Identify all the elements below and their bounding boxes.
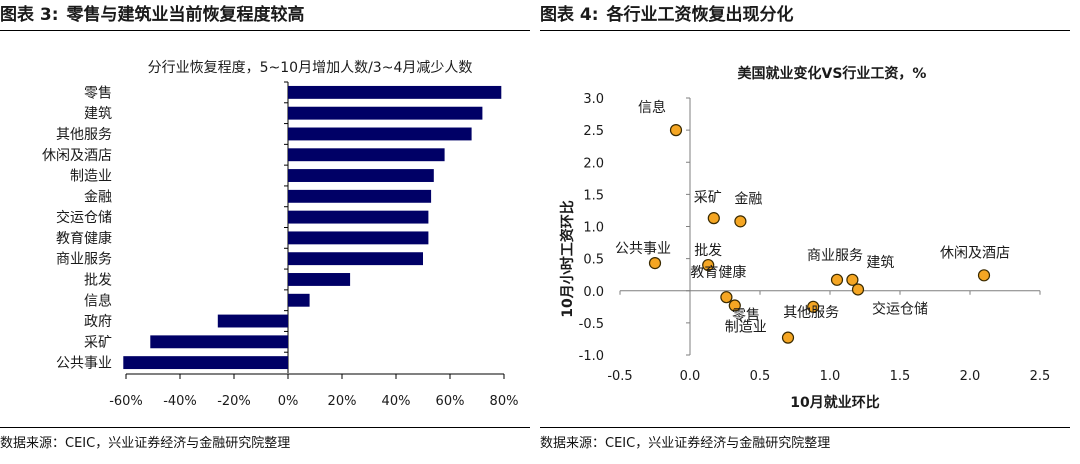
scatter-y-tick-label: 0.5 bbox=[583, 253, 604, 268]
scatter-point-零售 bbox=[781, 331, 795, 344]
scatter-point-label: 其他服务 bbox=[783, 305, 839, 321]
scatter-point-信息 bbox=[669, 124, 683, 137]
bar-x-tick-label: -40% bbox=[163, 394, 197, 409]
bar-category-label: 批发 bbox=[84, 272, 112, 288]
scatter-y-tick-label: 2.5 bbox=[583, 124, 604, 139]
scatter-point-label: 批发 bbox=[694, 243, 722, 259]
bar-建筑 bbox=[288, 106, 483, 120]
bar-信息 bbox=[288, 293, 310, 307]
scatter-point-教育健康 bbox=[720, 291, 733, 304]
scatter-x-tick-label: 2.5 bbox=[1030, 369, 1051, 384]
bar-x-tick-label: -60% bbox=[109, 394, 143, 409]
scatter-x-tick-label: 1.5 bbox=[890, 369, 911, 384]
scatter-y-tick-label: -1.0 bbox=[579, 349, 604, 364]
right-figure-title-text: 各行业工资恢复出现分化 bbox=[606, 5, 794, 25]
bar-chart-title: 分行业恢复程度，5~10月增加人数/3~4月减少人数 bbox=[148, 59, 473, 76]
scatter-point-交运仓储 bbox=[851, 283, 865, 296]
scatter-x-tick-label: 2.0 bbox=[960, 369, 981, 384]
scatter-y-axis-label: 10月小时工资环比 bbox=[559, 200, 576, 317]
scatter-y-tick-label: 0.0 bbox=[583, 285, 604, 300]
bar-批发 bbox=[288, 273, 351, 286]
scatter-point-金融 bbox=[734, 215, 747, 228]
bar-category-label: 公共事业 bbox=[56, 356, 112, 372]
scatter-y-tick-label: 1.5 bbox=[583, 188, 604, 203]
scatter-point-label: 零售 bbox=[732, 308, 760, 324]
scatter-chart: 美国就业变化VS行业工资，% 10月就业环比 10月小时工资环比 -0.5 0.0… bbox=[559, 65, 1051, 411]
bar-制造业 bbox=[288, 169, 434, 182]
bar-交运仓储 bbox=[288, 210, 429, 224]
bar-category-label: 其他服务 bbox=[56, 127, 112, 143]
scatter-x-tick-label: -0.5 bbox=[607, 369, 632, 384]
bar-category-label: 信息 bbox=[84, 292, 112, 309]
scatter-point-label: 信息 bbox=[638, 99, 666, 116]
bar-采矿 bbox=[150, 335, 288, 349]
scatter-chart-title: 美国就业变化VS行业工资，% bbox=[738, 65, 927, 82]
scatter-point-休闲及酒店 bbox=[977, 269, 991, 282]
scatter-y-tick-label: 2.0 bbox=[583, 156, 604, 171]
bar-x-tick-label: 40% bbox=[382, 394, 411, 409]
bar-category-label: 交运仓储 bbox=[56, 209, 112, 226]
scatter-y-tick-label: 1.0 bbox=[583, 221, 604, 236]
scatter-point-label: 教育健康 bbox=[690, 264, 746, 281]
left-figure: 图表 3: 零售与建筑业当前恢复程度较高 分行业恢复程度，5~10月增加人数/3~… bbox=[0, 0, 530, 464]
scatter-point-label: 建筑 bbox=[866, 255, 894, 271]
left-figure-title-text: 零售与建筑业当前恢复程度较高 bbox=[66, 5, 305, 25]
bar-category-label: 教育健康 bbox=[56, 230, 112, 247]
scatter-point-label: 休闲及酒店 bbox=[940, 245, 1010, 261]
scatter-y-tick-label: 3.0 bbox=[583, 92, 604, 107]
scatter-point-批发 bbox=[702, 258, 715, 272]
scatter-point-label: 制造业 bbox=[725, 320, 767, 336]
scatter-point-公共事业 bbox=[648, 257, 662, 270]
bar-政府 bbox=[217, 314, 288, 328]
scatter-point-采矿 bbox=[707, 212, 720, 225]
bar-商业服务 bbox=[288, 252, 423, 266]
bar-category-label: 政府 bbox=[84, 314, 112, 330]
bar-category-label: 建筑 bbox=[84, 106, 112, 122]
bar-category-label: 休闲及酒店 bbox=[42, 148, 112, 164]
bar-category-label: 金融 bbox=[84, 189, 112, 205]
scatter-point-label: 商业服务 bbox=[807, 248, 863, 264]
bar-category-label: 制造业 bbox=[70, 169, 112, 185]
bar-x-tick-label: 0% bbox=[278, 394, 299, 409]
bar-x-tick-label: 60% bbox=[436, 394, 465, 409]
scatter-x-tick-label: 1.0 bbox=[820, 369, 841, 384]
right-figure: 图表 4: 各行业工资恢复出现分化 美国就业变化VS行业工资，% 10月就业环比 … bbox=[540, 0, 1070, 464]
scatter-point-制造业 bbox=[728, 299, 741, 312]
scatter-point-label: 采矿 bbox=[694, 190, 722, 206]
bar-category-label: 商业服务 bbox=[56, 252, 112, 268]
bar-其他服务 bbox=[288, 127, 472, 141]
scatter-point-建筑 bbox=[846, 273, 859, 286]
bar-金融 bbox=[288, 189, 432, 203]
bar-x-tick-label: -20% bbox=[217, 394, 251, 409]
bar-chart: 分行业恢复程度，5~10月增加人数/3~4月减少人数 零售建筑其他服务休闲及酒店… bbox=[42, 59, 519, 409]
left-figure-source: 数据来源：CEIC，兴业证券经济与金融研究院整理 bbox=[0, 427, 530, 464]
scatter-y-tick-label: -0.5 bbox=[579, 317, 604, 332]
bar-零售 bbox=[288, 85, 502, 99]
right-figure-title: 图表 4: 各行业工资恢复出现分化 bbox=[540, 0, 1070, 31]
scatter-point-label: 金融 bbox=[734, 191, 762, 207]
scatter-point-label: 交运仓储 bbox=[872, 300, 928, 317]
scatter-x-tick-label: 0.5 bbox=[750, 369, 771, 384]
bar-x-tick-label: 20% bbox=[328, 394, 357, 409]
right-figure-number: 图表 4: bbox=[540, 5, 599, 25]
scatter-x-tick-label: 0.0 bbox=[680, 369, 701, 384]
right-figure-source: 数据来源：CEIC，兴业证券经济与金融研究院整理 bbox=[540, 427, 1070, 464]
scatter-point-商业服务 bbox=[830, 273, 844, 286]
bar-category-label: 零售 bbox=[84, 85, 112, 101]
scatter-point-label: 公共事业 bbox=[615, 241, 671, 257]
left-figure-number: 图表 3: bbox=[0, 5, 59, 25]
scatter-point-其他服务 bbox=[807, 300, 820, 313]
bar-category-label: 采矿 bbox=[84, 335, 112, 351]
scatter-x-axis-label: 10月就业环比 bbox=[790, 394, 879, 411]
bar-休闲及酒店 bbox=[288, 148, 445, 162]
left-figure-title: 图表 3: 零售与建筑业当前恢复程度较高 bbox=[0, 0, 530, 31]
bar-教育健康 bbox=[288, 231, 429, 245]
bar-公共事业 bbox=[123, 356, 288, 370]
bar-x-tick-label: 80% bbox=[490, 394, 519, 409]
